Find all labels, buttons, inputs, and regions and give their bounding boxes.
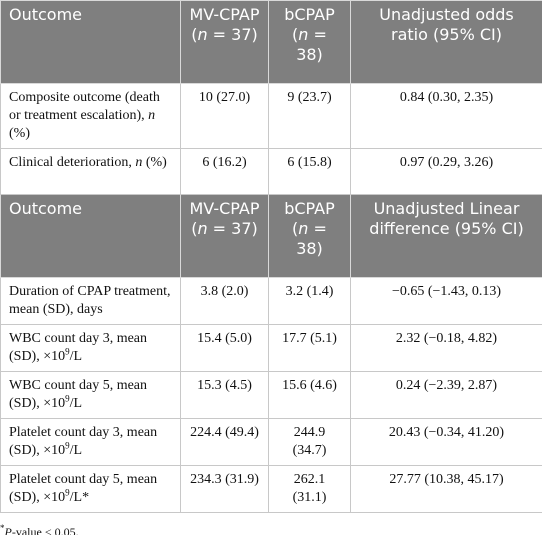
- header-cell: bCPAP (n = 38): [268, 0, 351, 84]
- text: n: [135, 155, 143, 170]
- cell: Composite outcome (death or treatment es…: [0, 83, 181, 149]
- footnote: *P-value < 0.05.: [0, 523, 542, 535]
- row: Duration of CPAP treatment, mean (SD), d…: [0, 277, 542, 325]
- text: Duration of CPAP treatment, mean (SD), d…: [9, 284, 171, 317]
- cell: WBC count day 3, mean (SD), ×109/L: [0, 324, 181, 372]
- text: Composite outcome (death or treatment es…: [9, 90, 160, 123]
- cell: −0.65 (−1.43, 0.13): [350, 277, 542, 325]
- row: Platelet count day 5, mean (SD), ×109/L*…: [0, 465, 542, 513]
- header-row: Outcome MV-CPAP (n = 37) bCPAP (n = 38) …: [0, 194, 542, 278]
- header-cell: Outcome: [0, 194, 181, 278]
- cell: 15.4 (5.0): [180, 324, 269, 372]
- text: P: [4, 525, 12, 535]
- text: bCPAP (: [284, 199, 335, 238]
- text: n: [148, 108, 156, 123]
- cell: 20.43 (−0.34, 41.20): [350, 418, 542, 466]
- text: Unadjusted odds ratio (95% CI): [379, 5, 514, 44]
- text: Clinical deterioration,: [9, 155, 136, 170]
- text: bCPAP (: [284, 5, 335, 44]
- header-row: Outcome MV-CPAP (n = 37) bCPAP (n = 38) …: [0, 0, 542, 84]
- header-cell: MV-CPAP (n = 37): [180, 194, 269, 278]
- cell: 262.1 (31.1): [268, 465, 351, 513]
- text: = 38): [296, 219, 327, 258]
- cell: 224.4 (49.4): [180, 418, 269, 466]
- text: (%): [142, 155, 167, 170]
- cell: 0.84 (0.30, 2.35): [350, 83, 542, 149]
- text: Unadjusted Linear difference (95% CI): [369, 199, 524, 238]
- row: WBC count day 3, mean (SD), ×109/L 15.4 …: [0, 324, 542, 372]
- cell: 0.97 (0.29, 3.26): [350, 148, 542, 195]
- cell: Platelet count day 5, mean (SD), ×109/L*: [0, 465, 181, 513]
- cell: 6 (15.8): [268, 148, 351, 195]
- text: /L: [69, 349, 83, 364]
- text: Platelet count day 3, mean (SD), ×10: [9, 425, 158, 458]
- row: Platelet count day 3, mean (SD), ×109/L …: [0, 418, 542, 466]
- header-cell: Outcome: [0, 0, 181, 84]
- header-cell: Unadjusted Linear difference (95% CI): [350, 194, 542, 278]
- header-cell: Unadjusted odds ratio (95% CI): [350, 0, 542, 84]
- text: 9: [65, 440, 70, 451]
- text: n: [197, 219, 208, 238]
- cell: 2.32 (−0.18, 4.82): [350, 324, 542, 372]
- cell: 9 (23.7): [268, 83, 351, 149]
- cell: 0.24 (−2.39, 2.87): [350, 371, 542, 419]
- text: 9: [65, 346, 70, 357]
- text: = 37): [207, 219, 258, 238]
- text: = 37): [207, 25, 258, 44]
- cell: 17.7 (5.1): [268, 324, 351, 372]
- cell: Platelet count day 3, mean (SD), ×109/L: [0, 418, 181, 466]
- text: /L: [69, 396, 83, 411]
- cell: 27.77 (10.38, 45.17): [350, 465, 542, 513]
- text: -value < 0.05.: [11, 525, 79, 535]
- text: WBC count day 3, mean (SD), ×10: [9, 331, 148, 364]
- text: WBC count day 5, mean (SD), ×10: [9, 378, 148, 411]
- text: Outcome: [9, 5, 83, 24]
- text: (%): [9, 126, 30, 141]
- text: *: [0, 523, 5, 533]
- cell: 3.8 (2.0): [180, 277, 269, 325]
- text: n: [298, 219, 309, 238]
- cell: 244.9 (34.7): [268, 418, 351, 466]
- text: n: [197, 25, 208, 44]
- cell: 15.3 (4.5): [180, 371, 269, 419]
- row: Composite outcome (death or treatment es…: [0, 83, 542, 149]
- cell: Clinical deterioration, n (%): [0, 148, 181, 195]
- cell: Duration of CPAP treatment, mean (SD), d…: [0, 277, 181, 325]
- row: WBC count day 5, mean (SD), ×109/L 15.3 …: [0, 371, 542, 419]
- text: = 38): [296, 25, 327, 64]
- text: Platelet count day 5, mean (SD), ×10: [9, 472, 158, 505]
- text: 9: [65, 393, 70, 404]
- cell: 10 (27.0): [180, 83, 269, 149]
- cell: 3.2 (1.4): [268, 277, 351, 325]
- text: /L*: [69, 490, 90, 505]
- cell: 234.3 (31.9): [180, 465, 269, 513]
- cell: 6 (16.2): [180, 148, 269, 195]
- cell: 15.6 (4.6): [268, 371, 351, 419]
- text: n: [298, 25, 309, 44]
- text: MV-CPAP (: [189, 199, 260, 238]
- row: Clinical deterioration, n (%) 6 (16.2) 6…: [0, 148, 542, 195]
- text: MV-CPAP (: [189, 5, 260, 44]
- text: Outcome: [9, 199, 83, 218]
- cell: WBC count day 5, mean (SD), ×109/L: [0, 371, 181, 419]
- text: 9: [65, 487, 70, 498]
- header-cell: bCPAP (n = 38): [268, 194, 351, 278]
- results-table: Outcome MV-CPAP (n = 37) bCPAP (n = 38) …: [0, 0, 542, 513]
- text: /L: [69, 443, 83, 458]
- header-cell: MV-CPAP (n = 37): [180, 0, 269, 84]
